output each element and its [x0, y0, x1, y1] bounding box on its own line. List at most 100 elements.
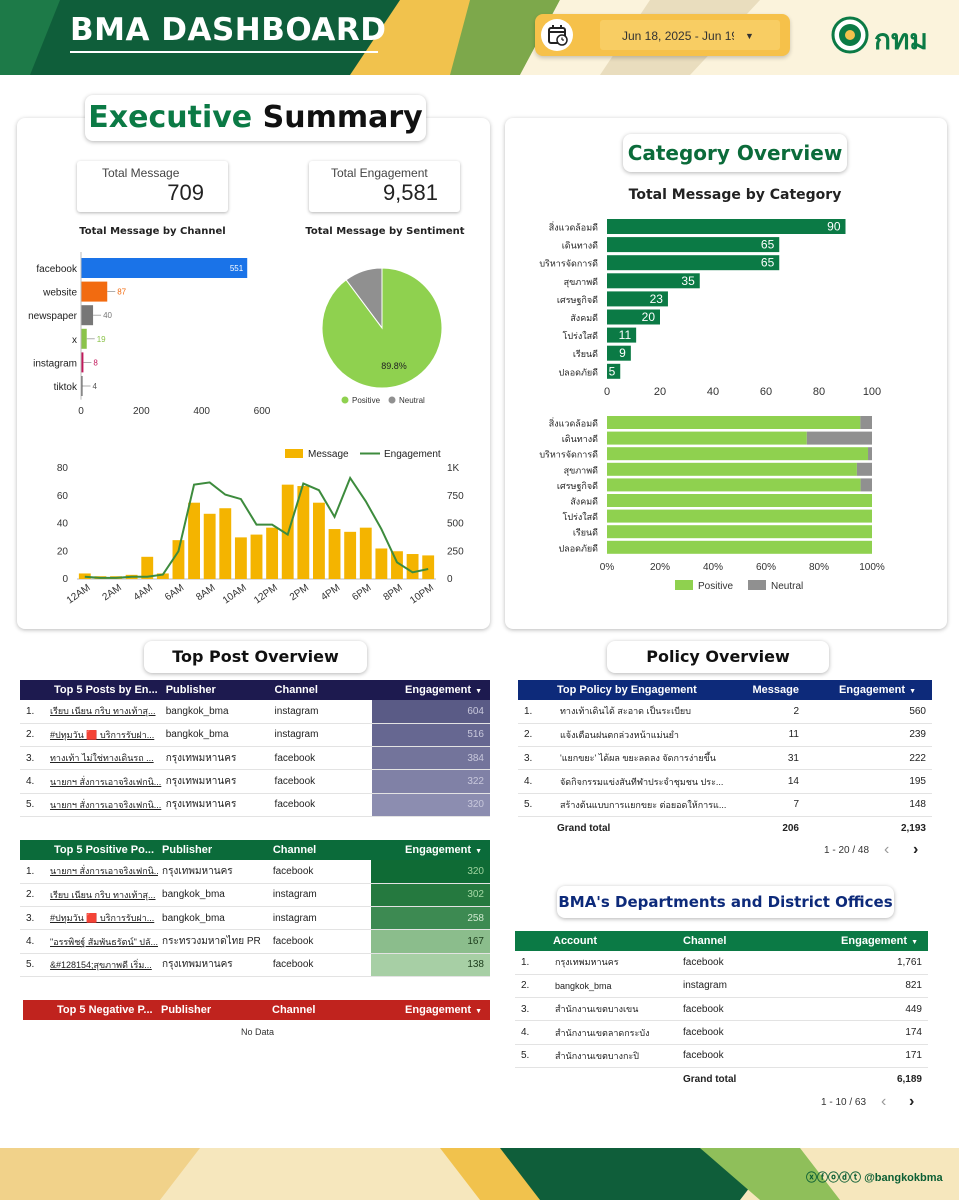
- table-row[interactable]: 1. นายกฯ สั่งการเอาจริงเฟกนิ... กรุงเทพมหา…: [20, 860, 490, 884]
- top-negative-posts-table: Top 5 Negative P... Publisher Channel En…: [23, 1000, 490, 1020]
- table-row[interactable]: 1. ทางเท้าเดินได้ สะอาด เป็นระเบียบ 2 560: [518, 700, 932, 724]
- col-header-channel[interactable]: Channel: [683, 935, 727, 947]
- table-row[interactable]: 5. สร้างต้นแบบการแยกขยะ ต่อยอดให้การแ... 7…: [518, 793, 932, 817]
- category-label: สังคมดี: [570, 497, 598, 507]
- dropdown-caret-icon[interactable]: ▼: [745, 31, 754, 41]
- table-row[interactable]: 3. สำนักงานเขตบางเขน facebook 449: [515, 997, 928, 1022]
- sort-caret-icon[interactable]: ▼: [909, 688, 916, 695]
- table-row[interactable]: 4. "อรรพิชฐ์ สัมพันธรัตน์" ปลั... กระทรวงม…: [20, 929, 490, 954]
- post-link[interactable]: #ปทุมวัน 🟥 บริการรับฝา...: [46, 723, 162, 748]
- social-icons[interactable]: ⓧⓕⓞⓓⓣ: [806, 1172, 861, 1184]
- col-header-publisher[interactable]: Publisher: [162, 844, 213, 856]
- table-row[interactable]: 2. #ปทุมวัน 🟥 บริการรับฝา... bangkok_bma in…: [20, 723, 490, 748]
- col-header-message[interactable]: Message: [752, 684, 799, 696]
- row-index: 3.: [20, 746, 46, 771]
- calendar-icon[interactable]: [541, 19, 573, 51]
- combo-y-right-tick: 0: [447, 574, 453, 585]
- table-row[interactable]: 5. &#128154;สุขภาพดี เริ่ม... กรุงเทพมหานค…: [20, 953, 490, 977]
- sort-caret-icon[interactable]: ▼: [475, 1008, 482, 1015]
- post-link[interactable]: เรียบ เนียน กริบ ทางเท้าสุ...: [46, 700, 162, 724]
- table-row[interactable]: 2. bangkok_bma instagram 821: [515, 974, 928, 999]
- policy-cell: สร้างต้นแบบการแยกขยะ ต่อยอดให้การแ...: [556, 793, 743, 817]
- table-row[interactable]: 5. สำนักงานเขตบางกะปิ facebook 171: [515, 1044, 928, 1068]
- row-index: 5.: [518, 793, 556, 817]
- col-header-post[interactable]: Top 5 Negative P...: [57, 1004, 153, 1016]
- combo-y-left-tick: 20: [57, 546, 69, 557]
- post-link[interactable]: เรียบ เนียน กริบ ทางเท้าสุ...: [46, 883, 159, 908]
- col-header-engagement[interactable]: Engagement ▼: [791, 931, 928, 951]
- pie-slice-positive: [321, 267, 443, 389]
- row-index: 5.: [20, 953, 46, 977]
- category-bar: [607, 327, 637, 343]
- post-link[interactable]: ทางเท้า ไม่ใช่ทางเดินรถ ...: [46, 746, 162, 771]
- channel-x-tick: 200: [133, 406, 150, 417]
- post-link[interactable]: นายกฯ สั่งการเอาจริงเฟกนิ...: [46, 793, 162, 817]
- table-header-row: Top 5 Negative P... Publisher Channel En…: [23, 1000, 490, 1020]
- table-row[interactable]: 5. นายกฯ สั่งการเอาจริงเฟกนิ... กรุงเทพมหา…: [20, 793, 490, 817]
- channel-cell: facebook: [679, 1020, 791, 1045]
- publisher-cell: กรุงเทพมหานคร: [161, 769, 271, 794]
- row-index: 5.: [20, 793, 46, 817]
- next-page-icon[interactable]: ›: [913, 841, 919, 858]
- table-row[interactable]: 3. 'แยกขยะ' ได้ผล ขยะลดลง จัดการง่ายขึ้น 3…: [518, 746, 932, 771]
- table-row[interactable]: 2. แจ้งเตือนฝนตกล่วงหน้าแม่นยำ 11 239: [518, 723, 932, 748]
- col-header-engagement[interactable]: Engagement ▼: [372, 680, 490, 700]
- table-row[interactable]: 2. เรียบ เนียน กริบ ทางเท้าสุ... bangkok_b…: [20, 883, 490, 908]
- col-header-account[interactable]: Account: [553, 935, 597, 947]
- social-handle[interactable]: @bangkokbma: [864, 1172, 943, 1184]
- kpi-label: Total Message: [102, 166, 180, 180]
- col-header-publisher[interactable]: Publisher: [165, 684, 216, 696]
- table-row[interactable]: 3. ทางเท้า ไม่ใช่ทางเดินรถ ... กรุงเทพมหาน…: [20, 746, 490, 771]
- combo-message-bar: [344, 531, 357, 579]
- channel-label: tiktok: [54, 382, 78, 393]
- prev-page-icon[interactable]: ‹: [881, 1093, 887, 1110]
- col-header-engagement-label: Engagement: [839, 684, 906, 696]
- prev-page-icon[interactable]: ‹: [884, 841, 890, 858]
- date-range-dropdown[interactable]: [600, 20, 780, 50]
- col-header-policy[interactable]: Top Policy by Engagement: [557, 684, 697, 696]
- post-link[interactable]: "อรรพิชฐ์ สัมพันธรัตน์" ปลั...: [46, 929, 159, 954]
- category-bar: [607, 273, 700, 289]
- col-header-publisher[interactable]: Publisher: [161, 1004, 212, 1016]
- category-label: เรียนดี: [573, 349, 598, 359]
- category-value-label: 9: [619, 346, 626, 360]
- table-row[interactable]: 1. เรียบ เนียน กริบ ทางเท้าสุ... bangkok_b…: [20, 700, 490, 724]
- sort-caret-icon[interactable]: ▼: [475, 688, 482, 695]
- post-link[interactable]: นายกฯ สั่งการเอาจริงเฟกนิ...: [46, 860, 159, 884]
- col-header-channel[interactable]: Channel: [274, 684, 318, 696]
- channel-x-tick: 400: [193, 406, 210, 417]
- post-link[interactable]: &#128154;สุขภาพดี เริ่ม...: [46, 953, 159, 977]
- message-cell: 2: [743, 700, 805, 724]
- combo-message-bar: [234, 537, 247, 579]
- col-header-engagement[interactable]: Engagement ▼: [373, 1000, 490, 1020]
- table-row[interactable]: 4. นายกฯ สั่งการเอาจริงเฟกนิ... กรุงเทพมหา…: [20, 769, 490, 794]
- col-header-post[interactable]: Top 5 Positive Po...: [54, 844, 155, 856]
- col-header-engagement[interactable]: Engagement ▼: [371, 840, 490, 860]
- col-header-post[interactable]: Top 5 Posts by En...: [54, 684, 158, 696]
- social-links[interactable]: ⓧⓕⓞⓓⓣ @bangkokbma: [806, 1169, 943, 1185]
- row-index: 2.: [20, 883, 46, 908]
- combo-y-right-tick: 750: [447, 491, 464, 502]
- channel-value-label: 551: [230, 264, 244, 273]
- col-header-channel[interactable]: Channel: [272, 1004, 316, 1016]
- category-bar: [607, 291, 668, 307]
- top-posts-body: 1. เรียบ เนียน กริบ ทางเท้าสุ... bangkok_b…: [20, 700, 490, 817]
- category-positive-bar: [607, 431, 807, 445]
- sort-caret-icon[interactable]: ▼: [475, 848, 482, 855]
- post-link[interactable]: #ปทุมวัน 🟥 บริการรับฝา...: [46, 906, 159, 931]
- next-page-icon[interactable]: ›: [909, 1093, 915, 1110]
- table-header-row: Top Policy by Engagement Message Engagem…: [518, 680, 932, 700]
- sort-caret-icon[interactable]: ▼: [911, 939, 918, 946]
- post-link[interactable]: นายกฯ สั่งการเอาจริงเฟกนิ...: [46, 769, 162, 794]
- col-header-channel[interactable]: Channel: [272, 844, 317, 856]
- category-label: สุขภาพดี: [564, 277, 599, 288]
- category-neutral-bar: [860, 416, 872, 429]
- table-row[interactable]: 4. สำนักงานเขตลาดกระบัง facebook 174: [515, 1020, 928, 1045]
- date-range-value[interactable]: Jun 18, 2025 - Jun 19, 2025: [622, 29, 734, 43]
- col-header-engagement[interactable]: Engagement ▼: [805, 680, 932, 700]
- table-row[interactable]: 1. กรุงเทพมหานคร facebook 1,761: [515, 951, 928, 975]
- category-bar: [607, 363, 621, 379]
- table-row[interactable]: 3. #ปทุมวัน 🟥 บริการรับฝา... bangkok_bma in…: [20, 906, 490, 931]
- message-cell: 11: [743, 723, 805, 748]
- table-row[interactable]: 4. จัดกิจกรรมแข่งสันทีฬาประจำชุมชน ประ...…: [518, 769, 932, 794]
